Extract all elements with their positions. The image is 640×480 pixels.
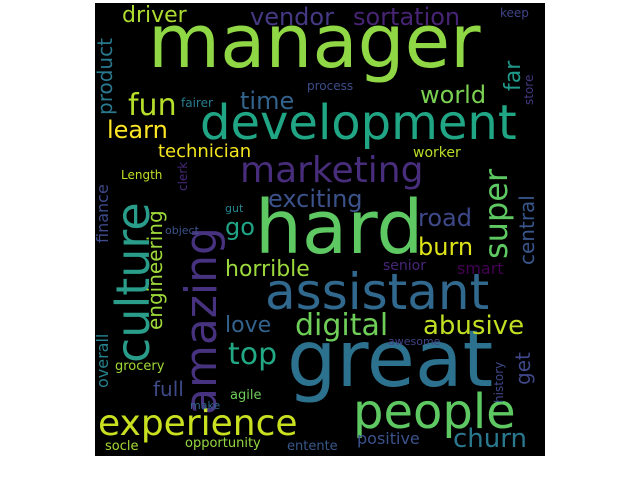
word-people: people [353,384,516,440]
word-sortation: sortation [353,3,461,31]
word-burn: burn [418,233,474,261]
word-length: Length [121,168,163,182]
word-grocery: grocery [115,359,165,374]
word-fairer: fairer [181,96,213,110]
word-hard: hard [255,185,424,271]
word-top: top [228,337,278,372]
word-get: get [511,352,535,385]
word-love: love [225,313,272,338]
word-opportunity: opportunity [185,436,261,451]
word-worker: worker [413,145,461,161]
word-smart: smart [457,259,504,278]
word-store: store [522,74,536,105]
word-digital: digital [295,308,389,343]
word-development: development [200,95,517,151]
word-finance: finance [95,184,112,243]
word-gut: gut [225,202,244,215]
word-assistant: assistant [265,263,490,321]
word-driver: driver [122,3,187,28]
word-abusive: abusive [423,311,525,341]
word-exciting: exciting [268,185,363,213]
word-history: history [492,361,506,403]
word-make: make [190,399,221,412]
word-awesome: awesome [388,335,441,348]
word-socle: socle [105,439,139,454]
word-horrible: horrible [225,257,310,282]
word-positive: positive [357,429,420,448]
word-experience: experience [98,403,298,444]
word-amazing: amazing [176,227,227,415]
word-vendor: vendor [250,3,334,31]
word-go: go [225,213,255,241]
word-central: central [515,195,539,265]
word-engineering: engineering [143,210,167,330]
word-keep: keep [500,6,529,20]
word-entente: entente [287,439,338,454]
word-technician: technician [158,141,252,162]
word-object: object [165,224,199,237]
word-manager: manager [148,3,481,85]
word-super: super [477,168,515,259]
word-marketing: marketing [240,150,424,191]
word-overall: overall [95,333,112,388]
word-product: product [95,38,117,115]
word-great: great [287,315,494,405]
word-fun: fun [128,88,177,123]
word-learn: learn [107,116,168,144]
word-process: process [307,79,354,93]
word-world: world [420,81,487,109]
word-time: time [240,87,295,115]
word-senior: senior [383,258,426,274]
word-churn: churn [453,424,527,454]
word-clerk: clerk [176,161,190,191]
word-road: road [418,204,472,232]
word-full: full [153,377,184,401]
word-agile: agile [230,388,262,403]
word-cloud: manager great hard development assistant… [95,3,545,456]
